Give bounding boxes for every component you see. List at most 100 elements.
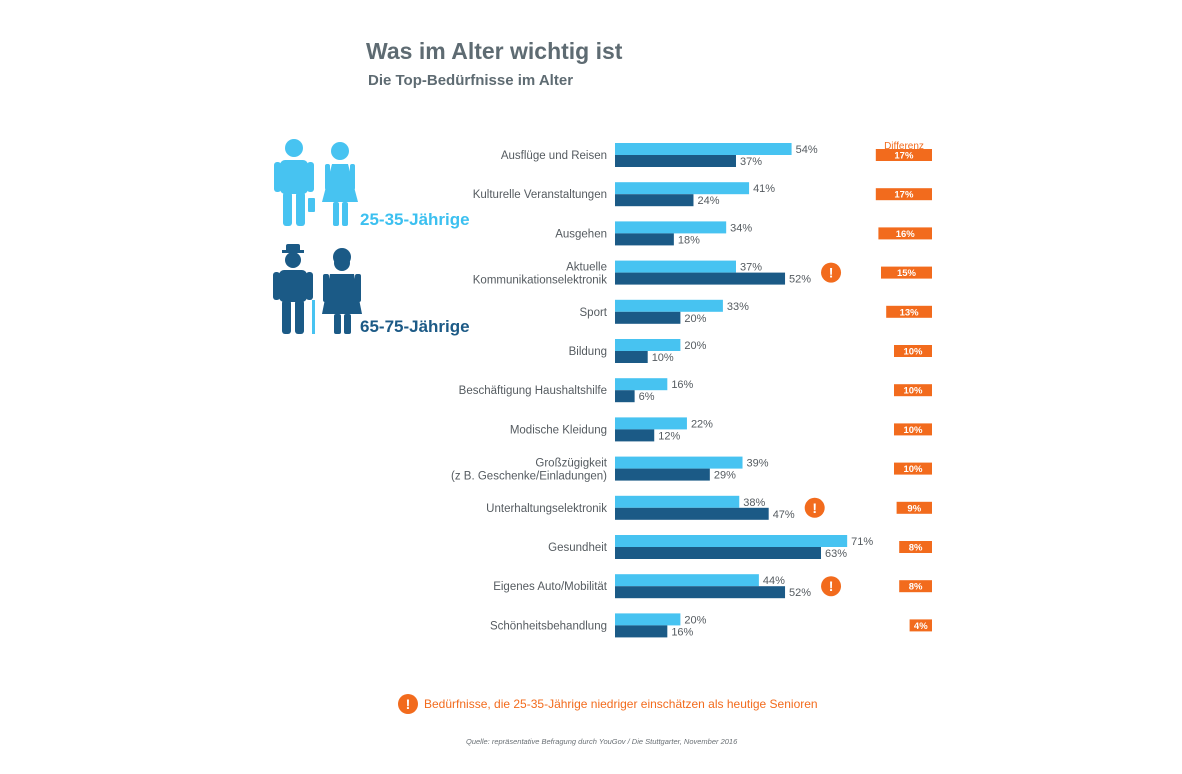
- value-label: 52%: [789, 587, 811, 599]
- value-label: 41%: [753, 183, 775, 195]
- category-label: Sport: [580, 307, 608, 319]
- category-label: Aktuelle Kommunikationselektronik: [473, 262, 607, 287]
- value-label: 20%: [684, 313, 706, 325]
- footnote-text: Bedürfnisse, die 25-35-Jährige niedriger…: [424, 697, 818, 711]
- category-label: Unterhaltungselektronik: [486, 503, 607, 515]
- category-label: Ausgehen: [555, 228, 607, 240]
- difference-badge: [881, 266, 932, 279]
- value-label: 16%: [671, 626, 693, 638]
- bar-old: [615, 390, 635, 403]
- difference-label: 8%: [909, 543, 923, 554]
- value-label: 37%: [740, 262, 762, 274]
- value-label: 47%: [773, 509, 795, 521]
- chart-title: Was im Alter wichtig ist: [366, 38, 623, 64]
- warning-icon: [821, 262, 842, 283]
- difference-badge: [875, 188, 932, 201]
- difference-label: 9%: [907, 503, 921, 514]
- bar-young: [615, 613, 681, 626]
- bar-old: [615, 429, 655, 442]
- value-label: 16%: [671, 379, 693, 391]
- value-label: 44%: [763, 575, 785, 587]
- footnote: ! Bedürfnisse, die 25-35-Jährige niedrig…: [398, 694, 818, 714]
- warning-icon: [804, 497, 825, 518]
- difference-label: 10%: [903, 347, 923, 358]
- category-label: Gesundheit: [548, 542, 608, 554]
- value-label: 20%: [684, 340, 706, 352]
- chart-subtitle: Die Top-Bedürfnisse im Alter: [368, 72, 574, 89]
- bar-old: [615, 507, 769, 520]
- category-label: Kulturelle Veranstaltungen: [473, 189, 607, 201]
- category-label: Ausflüge und Reisen: [501, 150, 607, 162]
- difference-badge: [886, 305, 932, 318]
- value-label: 37%: [740, 156, 762, 168]
- bar-old: [615, 311, 681, 324]
- category-label: Bildung: [569, 346, 607, 358]
- bar-young: [615, 417, 687, 430]
- warning-icon: [821, 576, 842, 597]
- difference-badge: [894, 423, 932, 436]
- value-label: 18%: [678, 234, 700, 246]
- difference-label: 4%: [914, 621, 928, 632]
- value-label: 63%: [825, 548, 847, 560]
- bar-young: [615, 339, 681, 351]
- category-label: Eigenes Auto/Mobilität: [493, 581, 608, 593]
- difference-label: 17%: [894, 190, 914, 201]
- difference-badge: [896, 501, 932, 514]
- value-label: 33%: [727, 301, 749, 313]
- difference-label: 13%: [900, 307, 920, 318]
- source-note: Quelle: repräsentative Befragung durch Y…: [466, 737, 738, 746]
- value-label: 38%: [743, 497, 765, 509]
- difference-label: 17%: [894, 151, 914, 162]
- difference-badge: [878, 227, 932, 240]
- value-label: 6%: [639, 391, 655, 403]
- value-label: 22%: [691, 418, 713, 430]
- value-label: 54%: [796, 144, 818, 156]
- bar-chart: Differenz Ausflüge und Reisen 54% 37% 17% Kul…: [451, 141, 932, 638]
- category-label: Schönheitsbehandlung: [490, 620, 607, 632]
- senior-people-icon: [273, 244, 362, 334]
- bar-young: [615, 260, 736, 273]
- bar-young: [615, 495, 740, 508]
- bar-old: [615, 272, 786, 285]
- bar-old: [615, 586, 786, 599]
- bar-young: [615, 574, 759, 587]
- difference-badge: [899, 580, 932, 593]
- value-label: 52%: [789, 274, 811, 286]
- bar-young: [615, 535, 848, 547]
- difference-label: 10%: [903, 425, 923, 436]
- bar-young: [615, 299, 723, 312]
- value-label: 29%: [714, 470, 736, 482]
- value-label: 71%: [851, 536, 873, 548]
- warning-icon-glyph: !: [812, 500, 817, 516]
- difference-badge: [875, 149, 932, 161]
- bar-young: [615, 143, 792, 155]
- difference-badge: [894, 345, 932, 357]
- bar-old: [615, 155, 736, 167]
- value-label: 34%: [730, 222, 752, 234]
- category-label: Modische Kleidung: [510, 424, 607, 436]
- value-label: 20%: [684, 614, 706, 626]
- difference-label: 8%: [909, 582, 923, 593]
- difference-label: 10%: [903, 464, 923, 475]
- bar-young: [615, 221, 727, 234]
- category-label: Großzügigkeit (z B. Geschenke/Einladungen…: [451, 458, 608, 483]
- bar-old: [615, 194, 694, 207]
- warning-icon-glyph: !: [829, 265, 834, 281]
- warning-icon: !: [398, 694, 418, 714]
- difference-label: 16%: [896, 229, 916, 240]
- difference-label: 10%: [903, 386, 923, 397]
- warning-icon-glyph: !: [829, 578, 834, 594]
- bar-young: [615, 378, 668, 391]
- difference-badge: [894, 384, 932, 397]
- legend-young: 25-35-Jährige: [360, 210, 470, 229]
- bar-old: [615, 547, 822, 559]
- bar-young: [615, 456, 743, 469]
- young-people-icon: [274, 139, 358, 226]
- value-label: 39%: [747, 458, 769, 470]
- difference-label: 15%: [897, 268, 917, 279]
- category-label: Beschäftigung Haushaltshilfe: [459, 385, 607, 397]
- bar-young: [615, 182, 750, 195]
- value-label: 24%: [697, 195, 719, 207]
- difference-badge: [899, 541, 932, 553]
- difference-badge: [909, 619, 932, 632]
